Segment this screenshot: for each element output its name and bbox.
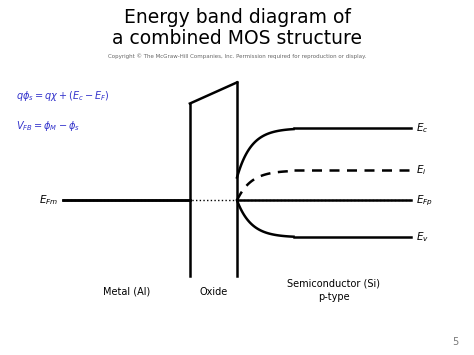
Text: $E_{Fm}$: $E_{Fm}$ <box>39 193 58 207</box>
Text: Metal (Al): Metal (Al) <box>103 287 150 297</box>
Text: $E_i$: $E_i$ <box>416 164 427 178</box>
Text: Copyright © The McGraw-Hill Companies, Inc. Permission required for reproduction: Copyright © The McGraw-Hill Companies, I… <box>108 53 366 59</box>
Text: $E_v$: $E_v$ <box>416 230 429 244</box>
Text: $E_c$: $E_c$ <box>416 121 428 135</box>
Text: a combined MOS structure: a combined MOS structure <box>112 29 362 48</box>
Text: $V_{FB} = \phi_M - \phi_s$: $V_{FB} = \phi_M - \phi_s$ <box>16 119 80 133</box>
Text: $q\phi_s = q\chi + (E_c - E_F)$: $q\phi_s = q\chi + (E_c - E_F)$ <box>16 89 109 104</box>
Text: Energy band diagram of: Energy band diagram of <box>124 8 350 27</box>
Text: $E_{Fp}$: $E_{Fp}$ <box>416 193 433 208</box>
Text: Semiconductor (Si)
p-type: Semiconductor (Si) p-type <box>287 279 380 302</box>
Text: 5: 5 <box>452 337 458 346</box>
Text: Oxide: Oxide <box>199 287 228 297</box>
